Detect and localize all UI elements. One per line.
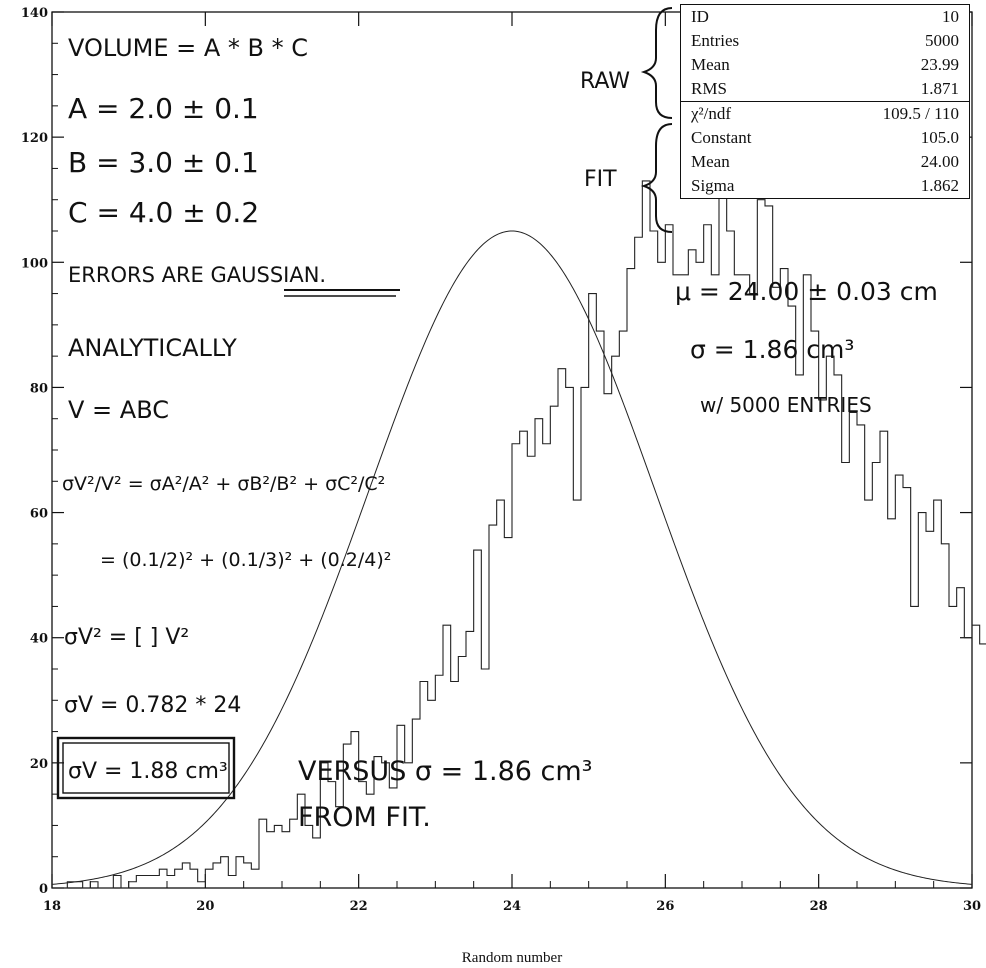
raw-label: RAW — [580, 69, 630, 94]
y-tick-label: 20 — [30, 757, 48, 772]
x-tick-label: 20 — [196, 899, 214, 914]
annotation-from-fit: FROM FIT. — [298, 802, 431, 833]
annotation-v: V = ABC — [68, 396, 169, 424]
x-tick-label: 22 — [350, 899, 368, 914]
stats-box: ID 10 Entries 5000 Mean 23.99 RMS 1.871 χ²/n… — [680, 4, 970, 199]
fit-brace — [640, 123, 673, 233]
annotations-bottom: VERSUS σ = 1.86 cm³ FROM FIT. — [298, 756, 592, 833]
gaussian-fit-curve — [51, 230, 973, 885]
x-tick-label: 24 — [503, 899, 521, 914]
y-tick-label: 100 — [21, 256, 48, 271]
fit-label: FIT — [584, 167, 617, 192]
stats-name: Entries — [691, 31, 740, 50]
stats-value: 24.00 — [920, 152, 959, 171]
y-tick-label: 140 — [21, 6, 48, 21]
annotation-entries: w/ 5000 ENTRIES — [700, 393, 872, 417]
stats-name: Sigma — [691, 176, 735, 195]
stats-row: Constant 105.0 — [681, 126, 970, 150]
stats-value: 23.99 — [920, 55, 959, 74]
annotation-sigma-v-calc: σV = 0.782 * 24 — [64, 693, 241, 718]
annotation-versus: VERSUS σ = 1.86 cm³ — [298, 756, 592, 787]
stats-value: 109.5 / 110 — [882, 104, 959, 123]
x-tick-label: 18 — [43, 899, 61, 914]
annotation-substitution: = (0.1/2)² + (0.1/3)² + (0.2/4)² — [100, 549, 391, 571]
result-box — [62, 742, 230, 794]
stats-value: 1.862 — [920, 176, 959, 195]
stats-row: ID 10 — [681, 5, 970, 30]
x-tick-label: 30 — [963, 899, 981, 914]
y-tick-label: 40 — [30, 632, 48, 647]
x-tick-label: 28 — [810, 899, 828, 914]
stats-name: Mean — [691, 55, 730, 74]
x-axis: 18 20 22 24 26 28 30 — [43, 12, 981, 914]
stats-name: RMS — [691, 79, 727, 98]
y-tick-label: 120 — [21, 131, 48, 146]
annotation-c: C = 4.0 ± 0.2 — [68, 196, 259, 229]
stats-row: Entries 5000 — [681, 29, 970, 53]
stats-value: 105.0 — [920, 128, 959, 147]
annotations-left: VOLUME = A * B * C A = 2.0 ± 0.1 B = 3.0… — [56, 34, 400, 800]
y-tick-label: 0 — [39, 882, 48, 897]
stats-value: 5000 — [925, 31, 959, 50]
x-tick-label: 26 — [656, 899, 674, 914]
stats-row: χ²/ndf 109.5 / 110 — [681, 102, 970, 127]
raw-brace — [640, 7, 673, 119]
annotations-right: μ = 24.00 ± 0.03 cm σ = 1.86 cm³ w/ 5000… — [675, 277, 938, 417]
annotation-mu: μ = 24.00 ± 0.03 cm — [675, 277, 938, 306]
annotation-error-propagation: σV²/V² = σA²/A² + σB²/B² + σC²/C² — [62, 473, 385, 495]
stats-row: Mean 23.99 — [681, 53, 970, 77]
annotation-sigma-v-result: σV = 1.88 cm³ — [68, 759, 228, 784]
stats-name: ID — [691, 7, 709, 26]
stats-row: Mean 24.00 — [681, 150, 970, 174]
result-box — [56, 736, 236, 800]
stats-row: RMS 1.871 — [680, 77, 970, 102]
stats-name: Mean — [691, 152, 730, 171]
annotation-errors: ERRORS ARE GAUSSIAN. — [68, 263, 326, 287]
annotation-sigma-v-squared: σV² = [ ] V² — [64, 625, 189, 650]
stat-brackets: RAW FIT — [580, 7, 673, 233]
annotation-sigma: σ = 1.86 cm³ — [690, 335, 854, 364]
stats-row: Sigma 1.862 — [681, 174, 970, 199]
y-tick-label: 60 — [30, 507, 48, 522]
annotation-a: A = 2.0 ± 0.1 — [68, 92, 259, 125]
y-tick-label: 80 — [30, 381, 48, 396]
stats-value: 1.871 — [920, 79, 959, 98]
stats-name: χ²/ndf — [691, 104, 732, 123]
annotation-b: B = 3.0 ± 0.1 — [68, 146, 259, 179]
stats-value: 10 — [942, 7, 959, 26]
annotation-volume: VOLUME = A * B * C — [68, 34, 308, 62]
y-axis: 0 20 40 60 80 100 120 140 — [21, 6, 972, 897]
annotation-analytically: ANALYTICALLY — [68, 334, 237, 362]
histogram-series — [52, 92, 986, 889]
stats-name: Constant — [691, 128, 752, 147]
x-axis-label: Random number — [462, 950, 562, 966]
